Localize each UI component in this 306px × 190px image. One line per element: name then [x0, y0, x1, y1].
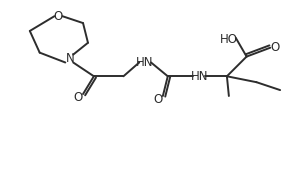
- Text: O: O: [271, 41, 280, 54]
- Text: N: N: [66, 52, 75, 65]
- Text: O: O: [73, 91, 83, 105]
- Text: HO: HO: [220, 33, 238, 46]
- Text: O: O: [54, 10, 63, 23]
- Text: HN: HN: [191, 70, 208, 83]
- Text: O: O: [153, 93, 162, 106]
- Text: HN: HN: [136, 56, 154, 69]
